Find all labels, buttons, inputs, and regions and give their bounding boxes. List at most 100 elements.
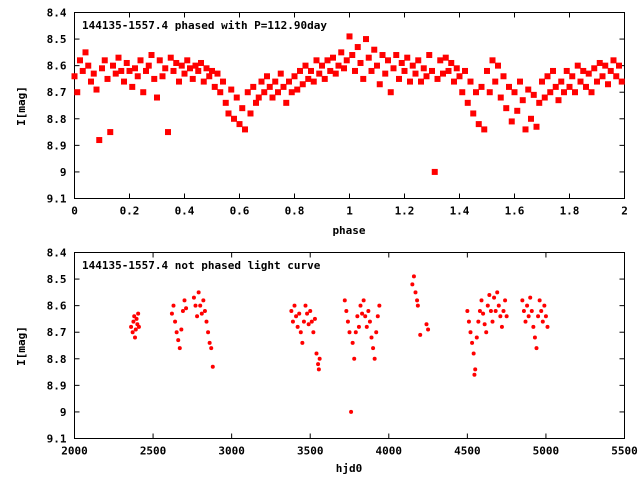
data-point (134, 316, 139, 321)
data-point (493, 308, 498, 313)
data-point (413, 290, 418, 295)
data-point (607, 67, 614, 74)
data-point (195, 67, 202, 74)
data-point (390, 65, 397, 72)
data-point (497, 94, 504, 101)
x-tick-label: 1 (346, 205, 353, 218)
data-point (258, 78, 265, 85)
data-point (217, 89, 224, 96)
data-point (250, 83, 257, 90)
data-point (272, 78, 279, 85)
x-tick-label: 0.2 (120, 205, 140, 218)
data-point (363, 314, 368, 319)
data-point (132, 314, 137, 319)
data-point (170, 67, 177, 74)
data-point (424, 322, 429, 327)
x-tick-label: 2000 (61, 445, 88, 458)
data-point (330, 54, 336, 61)
data-point (536, 314, 541, 319)
plot-frame (74, 252, 625, 439)
data-point (412, 70, 419, 77)
data-point (580, 67, 587, 74)
data-point (440, 70, 446, 77)
data-point (178, 62, 185, 69)
data-point (306, 322, 311, 327)
data-point (521, 308, 526, 313)
data-point (369, 335, 374, 340)
data-point (206, 330, 211, 335)
data-point (501, 308, 506, 313)
data-point (99, 65, 105, 72)
data-point (207, 340, 212, 345)
data-point (165, 129, 171, 136)
data-point (242, 126, 248, 133)
data-point (126, 67, 133, 74)
x-tick-label: 1.4 (450, 205, 470, 218)
data-point (470, 110, 477, 117)
data-point (209, 67, 215, 74)
data-point (129, 83, 136, 90)
data-point (176, 338, 181, 343)
data-point (314, 351, 319, 356)
y-axis-label: I[mag] (15, 326, 28, 366)
data-point (264, 73, 270, 80)
data-point (566, 83, 573, 90)
data-point (181, 70, 188, 77)
data-point (345, 319, 350, 324)
data-point (410, 282, 415, 287)
data-point (536, 99, 543, 106)
data-point (350, 340, 355, 345)
data-point (517, 78, 523, 85)
data-point (514, 107, 521, 114)
data-point (477, 308, 482, 313)
data-point (506, 83, 512, 90)
data-point (316, 367, 321, 372)
data-point (426, 52, 433, 59)
data-point (618, 78, 625, 85)
data-point (451, 78, 457, 85)
data-point (220, 78, 226, 85)
data-point (371, 46, 378, 53)
data-point (531, 324, 536, 329)
data-point (201, 298, 206, 303)
data-point (129, 324, 134, 329)
data-points (71, 33, 625, 175)
data-point (112, 70, 119, 77)
data-point (534, 346, 539, 351)
data-point (520, 298, 525, 303)
data-point (393, 52, 400, 59)
data-point (199, 311, 204, 316)
data-point (377, 303, 382, 308)
data-point (398, 59, 405, 66)
data-point (327, 67, 334, 74)
data-point (387, 89, 394, 96)
data-point (110, 62, 116, 69)
data-point (437, 57, 444, 64)
data-point (115, 54, 122, 61)
data-point (504, 314, 509, 319)
data-point (309, 319, 314, 324)
data-point (492, 295, 497, 300)
data-point (310, 78, 317, 85)
data-point (500, 73, 507, 80)
x-axis-label: hjd0 (336, 462, 363, 475)
data-point (529, 308, 534, 313)
data-point (196, 290, 201, 295)
data-point (137, 57, 144, 64)
y-tick-label: 8.7 (47, 326, 67, 339)
x-tick-label: 0.4 (175, 205, 195, 218)
data-point (239, 105, 246, 112)
data-point (266, 83, 273, 90)
data-point (464, 99, 471, 106)
data-point (154, 94, 160, 101)
data-point (300, 340, 305, 345)
data-point (247, 110, 254, 117)
data-point (539, 308, 544, 313)
data-point (418, 332, 423, 337)
data-point (71, 73, 78, 80)
data-point (474, 335, 479, 340)
data-point (475, 121, 482, 128)
data-point (372, 356, 377, 361)
x-tick-label: 2500 (140, 445, 167, 458)
y-tick-label: 8.9 (47, 379, 67, 392)
